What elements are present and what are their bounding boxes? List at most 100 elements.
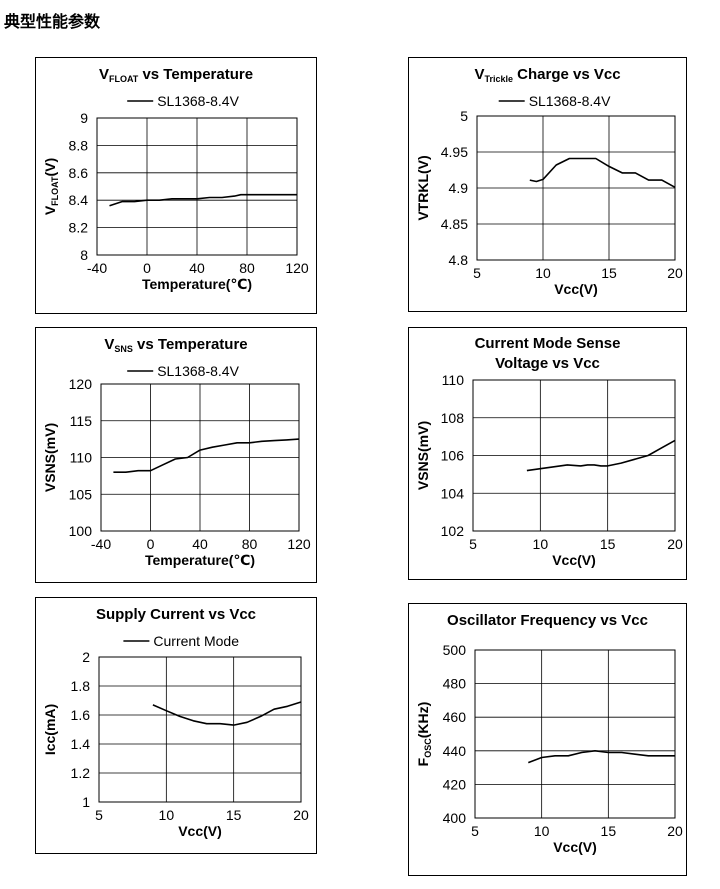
x-tick-label: 5: [471, 823, 479, 839]
y-tick-label: 1: [82, 794, 90, 810]
y-tick-label: 104: [441, 485, 465, 501]
chart-frame: [35, 327, 317, 583]
y-tick-label: 100: [69, 523, 93, 539]
y-tick-label: 8: [80, 247, 88, 263]
y-axis-label-main: VTRKL(V): [415, 155, 431, 220]
x-axis-label: Vcc(V): [178, 823, 222, 839]
y-axis-label: Icc(mA): [42, 704, 58, 755]
y-axis-label-main: F: [415, 757, 431, 766]
x-axis-label: Vcc(V): [554, 281, 598, 297]
chart-title-rest: vs Temperature: [138, 66, 253, 83]
y-tick-label: 4.85: [441, 216, 468, 232]
y-tick-label: 110: [442, 372, 465, 388]
chart-title: Current Mode Sense: [475, 335, 621, 352]
chart-title-main: Supply Current vs Vcc: [96, 606, 256, 623]
chart-title-main: Current Mode Sense: [475, 335, 621, 352]
chart-frame: [408, 603, 687, 876]
y-axis-label-main: V: [42, 205, 58, 215]
x-tick-label: 5: [469, 536, 477, 552]
legend-label: SL1368-8.4V: [157, 93, 239, 109]
legend-label: SL1368-8.4V: [157, 363, 239, 379]
chart-frame: [35, 597, 317, 854]
vtrickle-charge-vs-vcc-chart: 5 10 15 20 4.8 4.85 4.9 4.95 5 VTrickle Charge vs…: [408, 57, 687, 312]
y-tick-label: 4.9: [449, 180, 469, 196]
plot-area: [96, 117, 298, 256]
x-tick-label: 80: [239, 260, 255, 276]
x-tick-label: 10: [159, 807, 175, 823]
chart-title-subscript: SNS: [114, 344, 133, 354]
chart-title-subscript: FLOAT: [109, 74, 139, 84]
y-tick-label: 500: [443, 642, 467, 658]
y-tick-label: 2: [82, 649, 90, 665]
x-axis-label: Temperature(℃): [142, 276, 252, 292]
supply-current-vs-vcc-chart: 5 10 15 20 1 1.2 1.4 1.6 1.8 2 Supply Current vs V…: [35, 597, 317, 854]
x-tick-label: 120: [287, 536, 311, 552]
y-axis-label-main: Icc(mA): [42, 704, 58, 755]
x-axis-label: Temperature(℃): [145, 552, 255, 568]
y-tick-label: 102: [441, 523, 465, 539]
y-axis-label-subscript: FLOAT: [50, 176, 60, 206]
y-axis-label-rest: (KHz): [415, 702, 431, 739]
legend-label: SL1368-8.4V: [529, 93, 611, 109]
chart-title-rest: vs Temperature: [133, 336, 248, 353]
vsns-vs-temperature-chart: -40 0 40 80 120 100 105 110 115 120 VSNS vs Temper…: [35, 327, 317, 583]
x-tick-label: 5: [473, 265, 481, 281]
x-axis-label: Vcc(V): [553, 839, 597, 855]
y-tick-label: 4.95: [441, 144, 468, 160]
x-tick-label: 20: [667, 536, 683, 552]
series-line: [528, 750, 675, 764]
chart-frame: [408, 57, 687, 312]
chart-title: VSNS vs Temperature: [104, 336, 247, 354]
y-axis-label-group: VTRKL(V): [415, 155, 431, 220]
y-tick-label: 1.6: [71, 707, 91, 723]
y-axis-label-main: VSNS(mV): [42, 423, 58, 492]
y-axis-label: VFLOAT(V): [42, 158, 60, 215]
y-tick-label: 110: [70, 450, 93, 466]
y-tick-label: 460: [443, 709, 467, 725]
chart-title-main: V: [104, 336, 114, 353]
plot-area: [474, 649, 676, 819]
chart-title-main: Oscillator Frequency vs Vcc: [447, 612, 648, 629]
x-tick-label: -40: [87, 260, 107, 276]
x-tick-label: 10: [533, 536, 549, 552]
x-tick-label: 0: [143, 260, 151, 276]
y-tick-label: 1.4: [71, 736, 91, 752]
chart-title-main: V: [99, 66, 109, 83]
page-heading: 典型性能参数: [4, 12, 101, 31]
x-tick-label: 15: [601, 823, 617, 839]
x-tick-label: 20: [667, 823, 683, 839]
plot-area: [476, 115, 676, 261]
plot-area: [100, 383, 300, 532]
y-tick-label: 9: [80, 110, 88, 126]
y-axis-label-rest: (V): [42, 158, 58, 177]
y-tick-label: 1.8: [71, 678, 91, 694]
x-tick-label: 120: [285, 260, 309, 276]
plot-area: [98, 656, 302, 803]
series-line: [113, 438, 300, 473]
chart-title: Supply Current vs Vcc: [96, 606, 256, 623]
chart-title-main: V: [474, 66, 484, 83]
x-tick-label: 10: [534, 823, 550, 839]
y-tick-label: 8.2: [69, 220, 89, 236]
chart-title: VTrickle Charge vs Vcc: [474, 66, 620, 84]
y-axis-label-group: FOSC(KHz): [415, 702, 433, 767]
y-tick-label: 8.8: [69, 137, 89, 153]
chart-title: Oscillator Frequency vs Vcc: [447, 612, 648, 629]
y-tick-label: 120: [69, 376, 93, 392]
chart-frame: [35, 57, 317, 314]
chart-title-line2: Voltage vs Vcc: [495, 355, 600, 372]
series-line: [526, 439, 676, 472]
series-line: [529, 157, 676, 189]
x-tick-label: 80: [242, 536, 258, 552]
y-tick-label: 108: [441, 410, 465, 426]
x-tick-label: 0: [147, 536, 155, 552]
x-axis-label: Vcc(V): [552, 552, 596, 568]
y-axis-label-group: Icc(mA): [42, 704, 58, 755]
chart-title-rest: Charge vs Vcc: [513, 66, 621, 83]
plot-area: [472, 379, 676, 532]
x-tick-label: 15: [601, 265, 617, 281]
x-tick-label: 5: [95, 807, 103, 823]
y-axis-label: VTRKL(V): [415, 155, 431, 220]
y-axis-label: FOSC(KHz): [415, 702, 433, 767]
